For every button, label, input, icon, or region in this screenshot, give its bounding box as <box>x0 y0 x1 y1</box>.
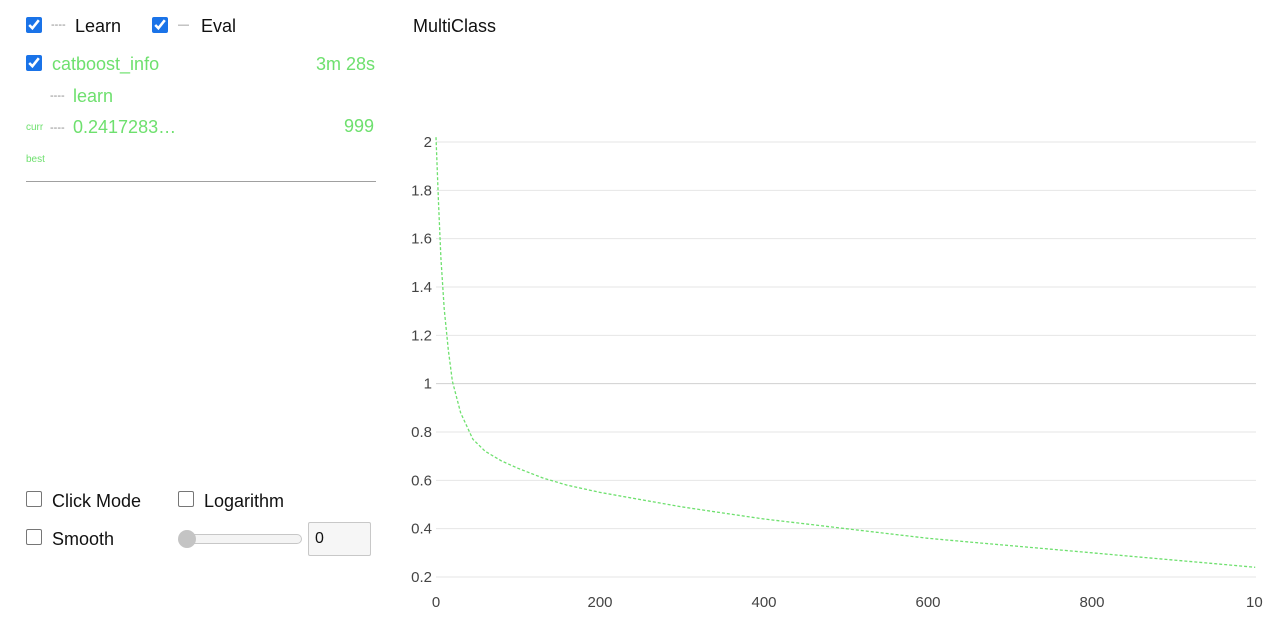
eval-checkbox[interactable] <box>152 17 168 33</box>
click-mode-checkbox[interactable] <box>26 491 42 507</box>
eval-label: Eval <box>201 16 237 36</box>
series-line-learn[interactable] <box>435 137 1256 568</box>
logarithm-label: Logarithm <box>204 491 285 511</box>
learn-series-label: learn <box>73 86 114 106</box>
learn-label: Learn <box>75 16 122 36</box>
x-tick-label: 0 <box>432 594 440 611</box>
x-tick-label: 400 <box>751 594 776 611</box>
learn-dash-legend: ---- <box>51 19 66 31</box>
smooth-slider-handle[interactable] <box>178 530 196 548</box>
divider <box>26 181 376 182</box>
smooth-checkbox[interactable] <box>26 529 42 545</box>
x-tick-label: 600 <box>915 594 940 611</box>
smooth-value-input[interactable] <box>308 522 371 556</box>
smooth-slider-track[interactable] <box>180 534 302 544</box>
y-tick-label: 0.6 <box>411 472 432 489</box>
learn-checkbox[interactable] <box>26 17 42 33</box>
eval-solid-legend: — <box>178 19 189 31</box>
run-time: 3m 28s <box>316 54 376 74</box>
curr-dash: ---- <box>50 122 65 134</box>
y-tick-label: 0.2 <box>411 569 432 586</box>
metric-chart[interactable]: 2 1.8 1.6 1.4 1.2 1 0.8 0.6 0.4 0.20 200 400 600 800 1… <box>390 110 1270 625</box>
left-panel: ---- Learn — Eval catboost_info 3m 28s -… <box>0 0 400 631</box>
chart-title: MultiClass <box>413 16 497 36</box>
best-label: best <box>26 154 45 165</box>
y-tick-label: 1.2 <box>411 327 432 344</box>
smooth-label: Smooth <box>52 529 115 549</box>
click-mode-label: Click Mode <box>52 491 142 511</box>
curr-label: curr <box>26 122 44 133</box>
curr-iteration: 999 <box>344 116 375 136</box>
run-checkbox[interactable] <box>26 55 42 71</box>
y-tick-label: 0.8 <box>411 424 432 441</box>
y-tick-label: 1.8 <box>411 182 432 199</box>
y-tick-label: 0.4 <box>411 521 432 538</box>
x-tick-label: 200 <box>587 594 612 611</box>
x-tick-label: 800 <box>1079 594 1104 611</box>
run-name: catboost_info <box>52 54 160 74</box>
y-tick-label: 1.4 <box>411 279 432 296</box>
logarithm-checkbox[interactable] <box>178 491 194 507</box>
y-tick-label: 2 <box>424 134 432 151</box>
curr-value: 0.2417283… <box>73 117 177 137</box>
y-tick-label: 1 <box>424 376 432 393</box>
x-tick-label: 10 <box>1246 594 1263 611</box>
y-tick-label: 1.6 <box>411 231 432 248</box>
learn-series-dash: ---- <box>50 90 65 102</box>
